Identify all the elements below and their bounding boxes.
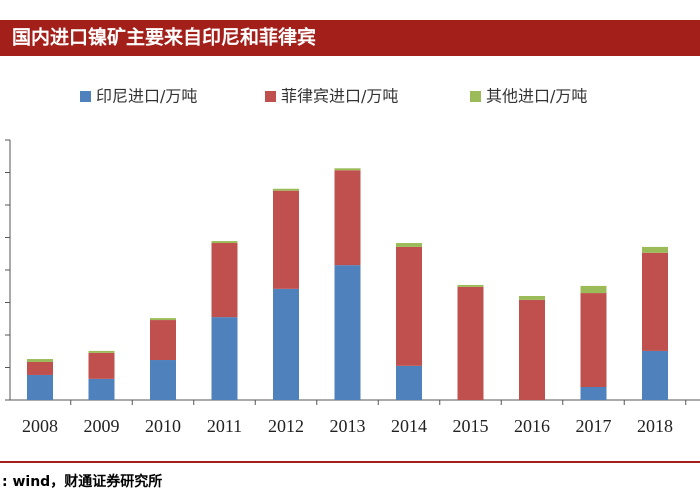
bar-segment — [27, 361, 53, 375]
bar-segment — [334, 168, 361, 171]
x-tick-label: 2011 — [207, 416, 242, 436]
source: : wind，财通证券研究所 — [2, 473, 162, 490]
x-tick-label: 2009 — [84, 416, 120, 436]
bar-segment — [273, 288, 299, 400]
bar-segment — [273, 188, 299, 191]
legend-swatch — [80, 91, 91, 102]
bar-segment — [150, 320, 176, 361]
bar-segment — [211, 317, 238, 400]
bar-segment — [396, 246, 422, 366]
bar-segment — [580, 387, 607, 400]
bar-segment — [211, 243, 238, 318]
x-tick-label: 2014 — [391, 416, 427, 436]
bar-segment — [27, 374, 53, 400]
x-tick-label: 2017 — [576, 416, 612, 436]
bar-segment — [334, 265, 361, 400]
legend-label: 其他进口/万吨 — [486, 87, 587, 106]
bar-segment — [88, 350, 115, 353]
bar-segment — [580, 285, 607, 294]
bar-segment — [273, 190, 299, 289]
bar-segment — [457, 284, 484, 287]
x-tick-label: 2015 — [453, 416, 489, 436]
x-tick-label: 2012 — [268, 416, 304, 436]
x-tick-label: 2016 — [514, 416, 550, 436]
x-tick-label: 2008 — [22, 416, 58, 436]
legend-swatch — [265, 91, 276, 102]
chart-title: 国内进口镍矿主要来自印尼和菲律宾 — [12, 26, 316, 49]
legend-label: 菲律宾进口/万吨 — [281, 87, 398, 106]
bar-segment — [642, 350, 668, 400]
legend-swatch — [470, 91, 481, 102]
bar-segment — [334, 170, 361, 266]
bar-segment — [642, 246, 668, 253]
bar-segment — [88, 378, 115, 400]
bar-segment — [396, 243, 422, 247]
bar-segment — [211, 241, 238, 244]
bar-segment — [150, 318, 176, 321]
bar-segment — [519, 296, 545, 300]
bar-segment — [396, 365, 422, 400]
bar-segment — [457, 286, 484, 400]
bar-segment — [88, 352, 115, 379]
x-tick-label: 2010 — [145, 416, 181, 436]
bar-segment — [580, 293, 607, 387]
title-band — [0, 20, 700, 56]
x-tick-label: 2018 — [637, 416, 673, 436]
bar-segment — [642, 252, 668, 351]
x-tick-label: 2013 — [330, 416, 366, 436]
bar-segment — [150, 360, 176, 400]
bar-segment — [27, 359, 53, 362]
legend-label: 印尼进口/万吨 — [96, 87, 197, 106]
bar-segment — [519, 299, 545, 400]
